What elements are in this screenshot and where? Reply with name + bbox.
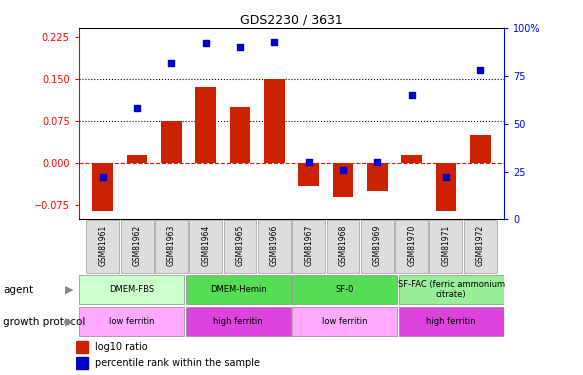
- Text: ▶: ▶: [65, 285, 73, 295]
- Bar: [161, 121, 182, 163]
- FancyBboxPatch shape: [399, 275, 504, 304]
- FancyBboxPatch shape: [361, 220, 394, 273]
- Bar: [298, 163, 319, 186]
- Point: [338, 166, 347, 172]
- FancyBboxPatch shape: [395, 220, 428, 273]
- Text: agent: agent: [3, 285, 33, 295]
- Text: GSM81963: GSM81963: [167, 225, 176, 266]
- Bar: [367, 163, 388, 191]
- FancyBboxPatch shape: [79, 307, 184, 336]
- FancyBboxPatch shape: [186, 275, 291, 304]
- Point: [373, 159, 382, 165]
- Text: low ferritin: low ferritin: [109, 317, 154, 326]
- FancyBboxPatch shape: [464, 220, 497, 273]
- Text: GSM81969: GSM81969: [373, 225, 382, 266]
- Text: GSM81961: GSM81961: [98, 225, 107, 266]
- FancyBboxPatch shape: [186, 307, 291, 336]
- Point: [270, 39, 279, 45]
- FancyBboxPatch shape: [189, 220, 222, 273]
- Text: SF-FAC (ferric ammonium
citrate): SF-FAC (ferric ammonium citrate): [398, 280, 505, 299]
- Bar: [76, 340, 88, 353]
- Text: high ferritin: high ferritin: [213, 317, 263, 326]
- Bar: [127, 154, 147, 163]
- Text: GSM81964: GSM81964: [201, 225, 210, 266]
- Text: GSM81970: GSM81970: [407, 225, 416, 266]
- Text: percentile rank within the sample: percentile rank within the sample: [95, 358, 260, 368]
- Point: [167, 60, 176, 66]
- Text: high ferritin: high ferritin: [426, 317, 476, 326]
- FancyBboxPatch shape: [292, 307, 397, 336]
- Text: GSM81968: GSM81968: [339, 225, 347, 266]
- Point: [98, 174, 107, 180]
- FancyBboxPatch shape: [399, 307, 504, 336]
- Text: ▶: ▶: [65, 316, 73, 327]
- Text: GSM81967: GSM81967: [304, 225, 313, 266]
- FancyBboxPatch shape: [121, 220, 153, 273]
- Bar: [76, 357, 88, 369]
- Text: log10 ratio: log10 ratio: [95, 342, 147, 352]
- Text: low ferritin: low ferritin: [322, 317, 367, 326]
- FancyBboxPatch shape: [258, 220, 291, 273]
- Bar: [93, 163, 113, 211]
- FancyBboxPatch shape: [223, 220, 257, 273]
- Text: SF-0: SF-0: [335, 285, 354, 294]
- FancyBboxPatch shape: [86, 220, 119, 273]
- Text: GSM81962: GSM81962: [132, 225, 142, 266]
- Point: [304, 159, 313, 165]
- Bar: [195, 87, 216, 163]
- Text: GSM81971: GSM81971: [441, 225, 451, 266]
- Title: GDS2230 / 3631: GDS2230 / 3631: [240, 14, 343, 27]
- Point: [441, 174, 451, 180]
- Bar: [230, 107, 250, 163]
- Point: [476, 67, 485, 73]
- FancyBboxPatch shape: [292, 220, 325, 273]
- FancyBboxPatch shape: [79, 275, 184, 304]
- Text: DMEM-FBS: DMEM-FBS: [110, 285, 154, 294]
- Bar: [436, 163, 456, 211]
- Bar: [401, 154, 422, 163]
- Text: DMEM-Hemin: DMEM-Hemin: [210, 285, 266, 294]
- Bar: [470, 135, 490, 163]
- Point: [407, 92, 416, 98]
- Text: GSM81965: GSM81965: [236, 225, 244, 266]
- Point: [132, 105, 142, 111]
- Text: GSM81966: GSM81966: [270, 225, 279, 266]
- Bar: [333, 163, 353, 197]
- FancyBboxPatch shape: [292, 275, 397, 304]
- Point: [236, 44, 245, 50]
- FancyBboxPatch shape: [155, 220, 188, 273]
- Text: GSM81972: GSM81972: [476, 225, 485, 266]
- Point: [201, 40, 210, 46]
- FancyBboxPatch shape: [326, 220, 360, 273]
- Bar: [264, 79, 285, 163]
- Text: growth protocol: growth protocol: [3, 316, 85, 327]
- FancyBboxPatch shape: [430, 220, 462, 273]
